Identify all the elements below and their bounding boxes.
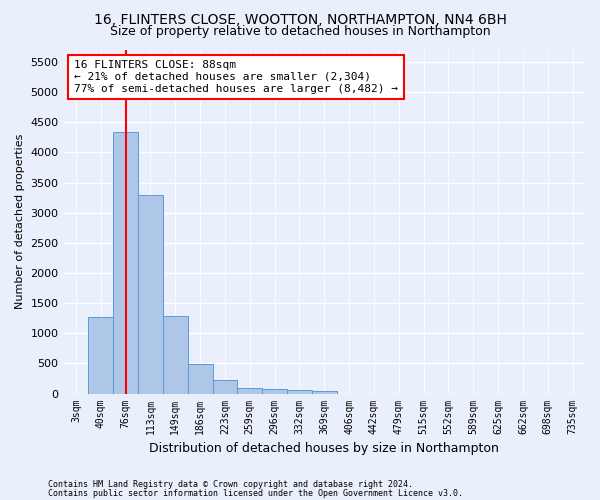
Bar	[88, 317, 113, 394]
Text: Contains HM Land Registry data © Crown copyright and database right 2024.: Contains HM Land Registry data © Crown c…	[48, 480, 413, 489]
Bar	[163, 316, 188, 394]
Bar	[138, 194, 163, 394]
Bar	[262, 389, 287, 394]
Text: 16, FLINTERS CLOSE, WOOTTON, NORTHAMPTON, NN4 6BH: 16, FLINTERS CLOSE, WOOTTON, NORTHAMPTON…	[94, 12, 506, 26]
X-axis label: Distribution of detached houses by size in Northampton: Distribution of detached houses by size …	[149, 442, 499, 455]
Bar	[287, 390, 312, 394]
Bar	[238, 388, 262, 394]
Bar	[188, 364, 212, 394]
Bar	[212, 380, 238, 394]
Text: Contains public sector information licensed under the Open Government Licence v3: Contains public sector information licen…	[48, 488, 463, 498]
Text: Size of property relative to detached houses in Northampton: Size of property relative to detached ho…	[110, 25, 490, 38]
Y-axis label: Number of detached properties: Number of detached properties	[15, 134, 25, 310]
Text: 16 FLINTERS CLOSE: 88sqm
← 21% of detached houses are smaller (2,304)
77% of sem: 16 FLINTERS CLOSE: 88sqm ← 21% of detach…	[74, 60, 398, 94]
Bar	[312, 390, 337, 394]
Bar	[113, 132, 138, 394]
